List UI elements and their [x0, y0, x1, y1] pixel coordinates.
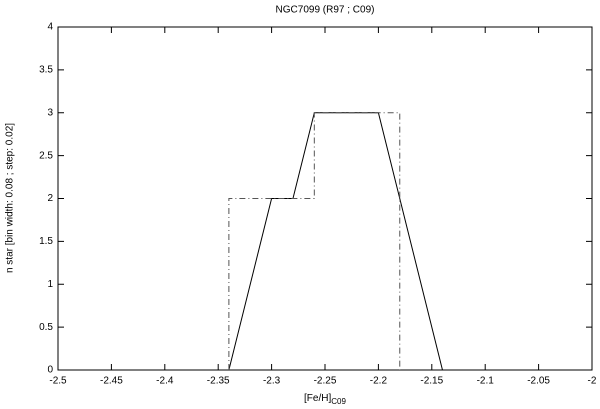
x-label-sub: C09: [331, 397, 346, 406]
plot-border: [57, 26, 593, 371]
x-tick-label: -2: [588, 376, 597, 387]
x-tick-label: -2.2: [370, 376, 388, 387]
x-tick-label: -2.3: [263, 376, 281, 387]
x-tick-label: -2.25: [314, 376, 337, 387]
x-tick-label: -2.45: [100, 376, 123, 387]
y-tick-label: 2.5: [39, 150, 53, 161]
y-tick-label: 0.5: [39, 322, 53, 333]
x-tick-label: -2.05: [527, 376, 550, 387]
x-tick-label: -2.1: [477, 376, 495, 387]
x-label-main: [Fe/H]: [304, 393, 331, 404]
x-tick-label: -2.4: [156, 376, 174, 387]
x-tick-label: -2.5: [49, 376, 67, 387]
y-tick-label: 4: [47, 22, 53, 33]
y-tick-label: 1.5: [39, 236, 53, 247]
series-line: [228, 112, 401, 370]
x-tick-label: -2.15: [420, 376, 443, 387]
y-axis-label: n star [bin width: 0.08 ; step: 0.02]: [5, 123, 16, 273]
x-axis-label: [Fe/H]C09: [304, 393, 346, 406]
y-tick-label: 1: [47, 279, 53, 290]
x-tick-label: -2.35: [207, 376, 230, 387]
y-tick-label: 3: [47, 107, 53, 118]
y-tick-label: 2: [47, 193, 53, 204]
y-tick-label: 3.5: [39, 65, 53, 76]
y-tick-label: 0: [47, 365, 53, 376]
chart-title: NGC7099 (R97 ; C09): [276, 5, 375, 16]
series-line: [228, 112, 443, 371]
